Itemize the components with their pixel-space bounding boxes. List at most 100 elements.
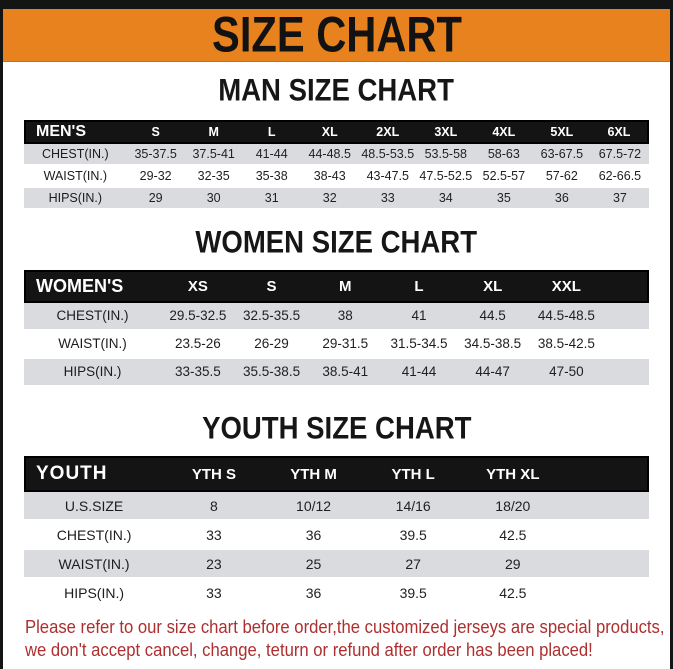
measurement-value: 31.5-34.5 [382, 331, 456, 359]
row-label: U.S.SIZE [24, 492, 165, 522]
size-column-header: 6XL [590, 120, 649, 145]
spacer-cell [562, 550, 649, 580]
row-label: CHEST(IN.) [24, 302, 161, 331]
measurement-value: 48.5-53.5 [358, 144, 417, 167]
youth-section-title: YOUTH SIZE CHART [201, 411, 472, 446]
measurement-value: 44.5-48.5 [529, 302, 604, 331]
measurement-value: 37.5-41 [184, 144, 243, 167]
footer-warning-note: Please refer to our size chart before or… [3, 615, 670, 661]
size-column-header: M [308, 269, 383, 303]
measurement-value: 42.5 [463, 521, 563, 551]
women-section-title: WOMEN SIZE CHART [195, 226, 478, 261]
row-label: WAIST(IN.) [24, 166, 127, 189]
size-column-header: 2XL [358, 120, 417, 145]
measurement-row: WAIST(IN.) 23.5-26 26-29 29-31.5 31.5-34.5 34… [24, 331, 649, 359]
top-black-strip [3, 0, 670, 9]
row-label: HIPS(IN.) [24, 358, 161, 387]
size-column-header: L [382, 269, 456, 303]
measurement-row: HIPS(IN.) 33-35.5 35.5-38.5 38.5-41 41-44 44-… [24, 358, 649, 387]
measurement-value: 36 [263, 579, 364, 609]
row-label: WAIST(IN.) [24, 550, 165, 580]
measurement-value: 63-67.5 [532, 144, 591, 167]
size-column-header: M [184, 120, 243, 145]
measurement-value: 23 [164, 550, 264, 580]
row-label: WAIST(IN.) [24, 331, 161, 359]
measurement-value: 30 [184, 188, 243, 211]
spacer-cell [562, 492, 649, 522]
measurement-value: 58-63 [474, 144, 533, 167]
measurement-value: 38.5-41 [308, 358, 383, 387]
measurement-value: 34 [416, 188, 475, 211]
measurement-value: 18/20 [463, 492, 563, 522]
measurement-row: CHEST(IN.) 33 36 39.5 42.5 [24, 521, 649, 551]
spacer-cell [603, 358, 649, 387]
measurement-value: 44-48.5 [300, 144, 359, 167]
measurement-value: 57-62 [532, 166, 591, 189]
measurement-row: HIPS(IN.) 29 30 31 32 33 34 35 36 37 [24, 188, 649, 211]
measurement-value: 33 [164, 579, 264, 609]
spacer-cell [562, 456, 649, 493]
measurement-value: 35-38 [242, 166, 301, 189]
measurement-value: 42.5 [463, 579, 563, 609]
measurement-value: 23.5-26 [161, 331, 235, 359]
size-header-row: MEN'S S M L XL 2XL 3XL 4XL 5XL 6XL [24, 120, 649, 145]
measurement-value: 33 [164, 521, 264, 551]
measurement-value: 31 [242, 188, 301, 211]
size-header-row: YOUTH YTH S YTH M YTH L YTH XL [24, 456, 649, 493]
spacer-cell [562, 521, 649, 551]
women-size-table: WOMEN'S XS S M L XL XXL CHEST(IN.) 29.5-32.5 32.5… [24, 269, 649, 387]
measurement-value: 29.5-32.5 [161, 302, 235, 331]
measurement-value: 44-47 [455, 358, 530, 387]
size-column-header: YTH XL [463, 456, 563, 493]
measurement-row: HIPS(IN.) 33 36 39.5 42.5 [24, 579, 649, 609]
measurement-value: 10/12 [263, 492, 364, 522]
measurement-value: 35.5-38.5 [234, 358, 309, 387]
measurement-value: 37 [590, 188, 649, 211]
size-column-header: 5XL [532, 120, 591, 145]
footer-warning-line-2: we don't accept cancel, change, teturn o… [25, 639, 593, 661]
measurement-value: 38-43 [300, 166, 359, 189]
measurement-value: 44.5 [455, 302, 530, 331]
measurement-value: 43-47.5 [358, 166, 417, 189]
measurement-value: 35 [474, 188, 533, 211]
footer-warning-line-1: Please refer to our size chart before or… [25, 616, 665, 638]
measurement-value: 35-37.5 [126, 144, 185, 167]
size-column-header: 3XL [416, 120, 475, 145]
measurement-value: 33 [358, 188, 417, 211]
measurement-value: 41-44 [242, 144, 301, 167]
spacer-cell [603, 331, 649, 359]
measurement-value: 34.5-38.5 [455, 331, 530, 359]
measurement-value: 32.5-35.5 [234, 302, 309, 331]
measurement-value: 29-32 [126, 166, 185, 189]
row-label: HIPS(IN.) [24, 188, 127, 211]
measurement-value: 32-35 [184, 166, 243, 189]
man-section-title: MAN SIZE CHART [218, 73, 455, 109]
measurement-value: 33-35.5 [161, 358, 235, 387]
measurement-row: WAIST(IN.) 23 25 27 29 [24, 550, 649, 580]
measurement-value: 26-29 [234, 331, 309, 359]
size-header-row: WOMEN'S XS S M L XL XXL [24, 269, 649, 303]
size-column-header: XL [300, 120, 359, 145]
measurement-value: 47-50 [529, 358, 604, 387]
row-label: CHEST(IN.) [24, 521, 165, 551]
women-size-chart-section: WOMEN SIZE CHART WOMEN'S XS S M L XL XXL CHEST(… [24, 226, 649, 387]
measurement-value: 36 [532, 188, 591, 211]
measurement-value: 47.5-52.5 [416, 166, 475, 189]
youth-size-table: YOUTH YTH S YTH M YTH L YTH XL U.S.SIZE 8 10/12… [24, 456, 649, 609]
spacer-cell [603, 302, 649, 331]
size-column-header: YTH L [363, 456, 463, 493]
man-size-table: MEN'S S M L XL 2XL 3XL 4XL 5XL 6XL CHEST(IN.) 35-37… [24, 120, 649, 211]
size-column-header: S [126, 120, 185, 145]
spacer-cell [562, 579, 649, 609]
size-column-header: YTH S [164, 456, 264, 493]
measurement-value: 67.5-72 [590, 144, 649, 167]
measurement-row: CHEST(IN.) 35-37.5 37.5-41 41-44 44-48.5 48.5… [24, 144, 649, 167]
measurement-value: 25 [263, 550, 364, 580]
measurement-value: 14/16 [363, 492, 463, 522]
measurement-value: 62-66.5 [590, 166, 649, 189]
size-column-header: XXL [529, 269, 604, 303]
measurement-value: 38 [308, 302, 383, 331]
table-corner-label: MEN'S [24, 120, 127, 145]
measurement-row: WAIST(IN.) 29-32 32-35 35-38 38-43 43-47.5 47.… [24, 166, 649, 189]
measurement-row: U.S.SIZE 8 10/12 14/16 18/20 [24, 492, 649, 522]
